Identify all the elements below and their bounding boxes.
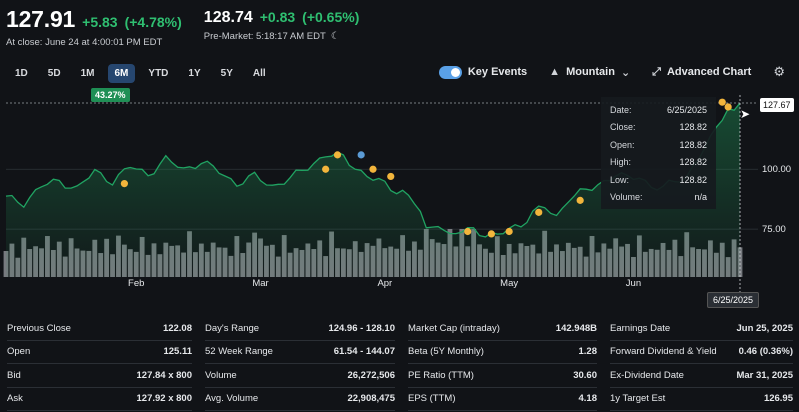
dividend-event-marker[interactable] (535, 208, 543, 216)
earnings-event-marker[interactable] (357, 151, 365, 159)
dividend-event-marker[interactable] (369, 165, 377, 173)
mountain-icon: ▲ (549, 66, 561, 78)
range-performance-badge: 43.27% (91, 88, 130, 102)
chart-type-dropdown[interactable]: ▲ Mountain ⌄ (549, 66, 630, 79)
moon-icon: ☾ (330, 31, 340, 42)
stat-row: Avg. Volume 22,908,475 (205, 388, 395, 411)
key-events-toggle[interactable]: Key Events (438, 65, 528, 79)
chart-type-label: Mountain (566, 66, 615, 78)
gear-icon: ⚙ (773, 64, 785, 79)
range-5d[interactable]: 5D (47, 68, 61, 79)
quote-stats: Previous Close 122.08 Open 125.11 Bid 127.8… (0, 317, 799, 411)
cursor-date-label: 6/25/2025 (707, 292, 760, 308)
close-time-label: At close: June 24 at 4:00:01 PM EDT (6, 37, 163, 48)
premarket-price: 128.74 (203, 9, 253, 26)
range-1m[interactable]: 1M (80, 68, 95, 79)
stats-column: Earnings Date Jun 25, 2025 Forward Divide… (603, 317, 799, 411)
premarket-change-pct: (+0.65%) (302, 9, 360, 25)
x-tick-label: Feb (128, 278, 144, 289)
premarket-quote: 128.74 +0.83 (+0.65%) Pre-Market: 5:18:1… (204, 6, 360, 42)
x-tick-label: Mar (252, 278, 268, 289)
stat-row: Ex-Dividend Date Mar 31, 2025 (610, 364, 793, 388)
range-1d[interactable]: 1D (15, 68, 28, 79)
close-price: 127.91 (6, 6, 76, 32)
x-tick-label: Jun (626, 278, 641, 289)
range-6m[interactable]: 6M (107, 64, 136, 83)
settings-button[interactable]: ⚙ (773, 64, 785, 80)
tooltip-row: Close: 128.82 (610, 122, 707, 133)
stat-row: 1y Target Est 126.95 (610, 388, 793, 411)
stat-row: Bid 127.84 x 800 (7, 364, 192, 388)
dividend-event-marker[interactable] (322, 165, 330, 173)
stat-row: PE Ratio (TTM) 30.60 (408, 364, 597, 388)
range-selector: 1D 5D 1M 6M YTD 1Y 5Y All (8, 64, 273, 83)
tooltip-row: Open: 128.82 (610, 139, 707, 150)
dividend-event-marker[interactable] (724, 103, 732, 111)
range-all[interactable]: All (252, 68, 266, 79)
range-5y[interactable]: 5Y (220, 68, 233, 79)
premarket-time-label: Pre-Market: 5:18:17 AM EDT (203, 31, 326, 42)
range-ytd[interactable]: YTD (148, 68, 169, 79)
stat-row: Previous Close 122.08 (7, 317, 192, 341)
toggle-switch-icon (438, 65, 462, 79)
stats-column: Previous Close 122.08 Open 125.11 Bid 127.8… (0, 317, 198, 411)
dividend-event-marker[interactable] (120, 180, 128, 188)
stat-row: Volume 26,272,506 (205, 364, 395, 388)
chevron-down-icon: ⌄ (620, 66, 631, 79)
stat-row: 52 Week Range 61.54 - 144.07 (205, 341, 395, 364)
key-events-label: Key Events (467, 66, 528, 78)
stat-row: EPS (TTM) 4.18 (408, 388, 597, 411)
dividend-event-marker[interactable] (505, 227, 513, 236)
tooltip-row: Volume: n/a (610, 192, 707, 203)
tooltip-row: High: 128.82 (610, 157, 707, 168)
stats-column: Market Cap (intraday) 142.948B Beta (5Y M… (401, 317, 603, 411)
stats-column: Day's Range 124.96 - 128.10 52 Week Range… (198, 317, 401, 411)
dividend-event-marker[interactable] (487, 230, 495, 238)
close-change-pct: (+4.78%) (124, 14, 182, 30)
advanced-chart-button[interactable]: ⤢ Advanced Chart (652, 66, 751, 79)
expand-icon: ⤢ (652, 65, 661, 78)
dividend-event-marker[interactable] (718, 98, 726, 106)
cursor-price-label: 127.67 (760, 98, 794, 112)
premarket-change: +0.83 (259, 9, 296, 25)
advanced-chart-label: Advanced Chart (666, 66, 752, 78)
stat-row: Open 125.11 (7, 341, 192, 364)
stat-row: Ask 127.92 x 800 (7, 388, 192, 411)
stat-row: Beta (5Y Monthly) 1.28 (408, 341, 597, 364)
stat-row: Forward Dividend & Yield 0.46 (0.36%) (610, 341, 793, 364)
stat-row: Day's Range 124.96 - 128.10 (205, 317, 395, 341)
dividend-event-marker[interactable] (387, 172, 395, 181)
chart-tooltip: Date: 6/25/2025 Close: 128.82 Open: 128.82 … (601, 97, 716, 209)
dividend-event-marker[interactable] (464, 227, 472, 236)
tooltip-row: Date: 6/25/2025 (610, 104, 707, 115)
price-area (6, 103, 740, 277)
stat-row: Market Cap (intraday) 142.948B (408, 317, 597, 341)
quote-header: 127.91 +5.83 (+4.78%) At close: June 24 … (6, 6, 359, 48)
y-tick-label: 75.00 (762, 224, 786, 235)
mouse-pointer-icon: ➤ (740, 107, 751, 121)
tooltip-row: Low: 128.82 (610, 174, 707, 185)
x-tick-label: May (500, 278, 518, 289)
y-tick-label: 100.00 (762, 164, 791, 175)
range-1y[interactable]: 1Y (188, 68, 201, 79)
price-chart[interactable]: 100.00 75.00 Feb Mar Apr May Jun (0, 95, 799, 317)
stat-row: Earnings Date Jun 25, 2025 (610, 317, 793, 341)
chart-toolbar: Key Events ▲ Mountain ⌄ ⤢ Advanced Chart… (438, 64, 785, 80)
dividend-event-marker[interactable] (333, 151, 342, 159)
close-change: +5.83 (82, 14, 118, 30)
dividend-event-marker[interactable] (576, 196, 584, 204)
close-quote: 127.91 +5.83 (+4.78%) At close: June 24 … (6, 6, 182, 48)
x-tick-label: Apr (377, 278, 392, 289)
